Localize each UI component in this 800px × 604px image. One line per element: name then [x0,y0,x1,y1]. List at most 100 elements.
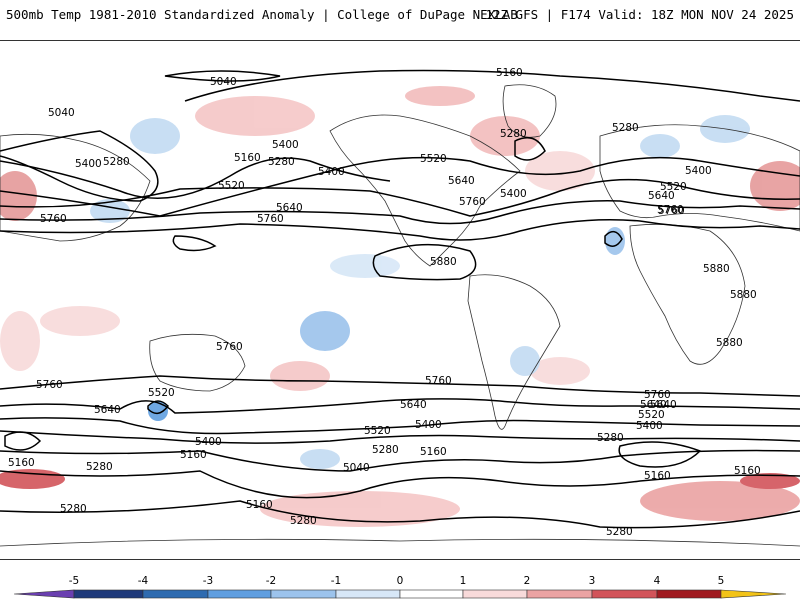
contour-line [0,470,800,499]
contour-label: 5760 [40,213,67,225]
contour-line [604,230,623,247]
contour-line [147,400,169,415]
contour-label: 5640 [448,175,475,187]
contour-label: 5760 [216,341,243,353]
contour-label: 5520 [420,153,447,165]
contour-label: 5040 [210,76,237,88]
colorbar-tick-label: 3 [589,575,596,587]
colorbar-segment [270,589,337,599]
contour-label: 5640 [640,399,667,411]
cold-anomaly [605,227,625,255]
contour-label: 5640 [648,190,675,202]
contour-label: 5760 [658,205,685,217]
warm-anomaly [0,171,37,221]
contour-line [0,398,800,414]
contour-line [184,69,800,102]
contour-line [172,235,217,252]
contour-label: 5520 [218,180,245,192]
contour-label: 5760 [644,389,671,401]
contour-line [164,70,281,82]
warm-anomaly [530,357,590,385]
contour-label: 5160 [644,470,671,482]
colorbar-segments [13,589,787,599]
warm-anomaly [0,311,40,371]
contour-label: 5760 [257,213,284,225]
contour-label: 5880 [730,289,757,301]
contour-line [0,375,800,397]
colorbar-tick-label: -4 [138,575,149,587]
contour-label: 5280 [372,444,399,456]
contour-line [514,136,546,161]
title-bar: 500mb Temp 1981-2010 Standardized Anomal… [0,0,800,30]
map-panel: 5040 5160 5040 5400 5280 5160 5280 5400 … [0,40,800,560]
chart-title: 500mb Temp 1981-2010 Standardized Anomal… [6,7,518,22]
eurasia-outline [0,124,800,242]
contour-label: 5280 [606,526,633,538]
contour-label: 5280 [268,156,295,168]
colorbar-tick-label: -1 [331,575,341,587]
contour-line [0,449,800,472]
contour-label: 5880 [430,256,457,268]
contour-label: 5280 [597,432,624,444]
contour-line [0,500,800,529]
colorbar-tick-label: 5 [718,575,725,587]
cold-anomaly [330,254,400,278]
warm-anomaly [270,361,330,391]
cold-anomaly [148,401,168,421]
colorbar-segment [591,589,658,599]
anomaly-shading [0,86,800,527]
colorbar-segment [207,589,272,599]
contour-label: 5160 [8,457,35,469]
contour-line [0,157,391,200]
contour-label: 5280 [103,156,130,168]
cold-anomaly [510,346,540,376]
south-america-outline [467,274,561,430]
contour-label: 5400 [318,166,345,178]
cold-anomaly [300,311,350,351]
warm-anomaly [40,306,120,336]
contour-label: 5160 [180,449,207,461]
warm-anomaly [195,96,315,136]
contour-label: 5280 [612,122,639,134]
contour-label: 5400 [636,420,663,432]
contour-label: 5160 [246,499,273,511]
colorbar-segment [142,589,209,599]
colorbar-segment [526,589,593,599]
contour-label: 5520 [638,409,665,421]
warm-anomaly [260,491,460,527]
contour-label: 5520 [364,425,391,437]
warm-anomaly [640,481,800,521]
colorbar-labels: -5 -4 -3 -2 -1 0 1 2 3 4 5 [69,575,725,587]
cold-anomaly [300,449,340,469]
contour-label: 5760 [657,204,684,216]
contour-label: 5160 [496,67,523,79]
contour-label: 5520 [148,387,175,399]
contour-label: 5400 [415,419,442,431]
colorbar-segment [656,589,722,599]
contour-label: 5760 [425,375,452,387]
colorbar-tick-label: 1 [460,575,467,587]
contour-label: 5880 [716,337,743,349]
contour-line [0,200,800,225]
contour-label: 5640 [276,202,303,214]
warm-anomaly [525,151,595,191]
colorbar-tick-label: -3 [203,575,213,587]
contour-label: 5040 [48,107,75,119]
warm-anomaly [740,473,800,489]
contour-label: 5160 [734,465,761,477]
cold-anomaly [130,118,180,154]
contour-label: 5760 [36,379,63,391]
contour-label: 5400 [500,188,527,200]
colorbar-tick-label: 2 [524,575,531,587]
colorbar-tick-label: -5 [69,575,79,587]
contour-label: 5400 [75,158,102,170]
colorbar-tick-label: 4 [654,575,661,587]
greenland-outline [502,84,557,138]
africa-outline [629,223,746,365]
colorbar-tick-label: -2 [266,575,276,587]
colorbar-segment [462,589,528,599]
contour-line [618,441,702,468]
contour-label: 5280 [86,461,113,473]
contour-label: 5040 [343,462,370,474]
contour-line [0,417,800,435]
